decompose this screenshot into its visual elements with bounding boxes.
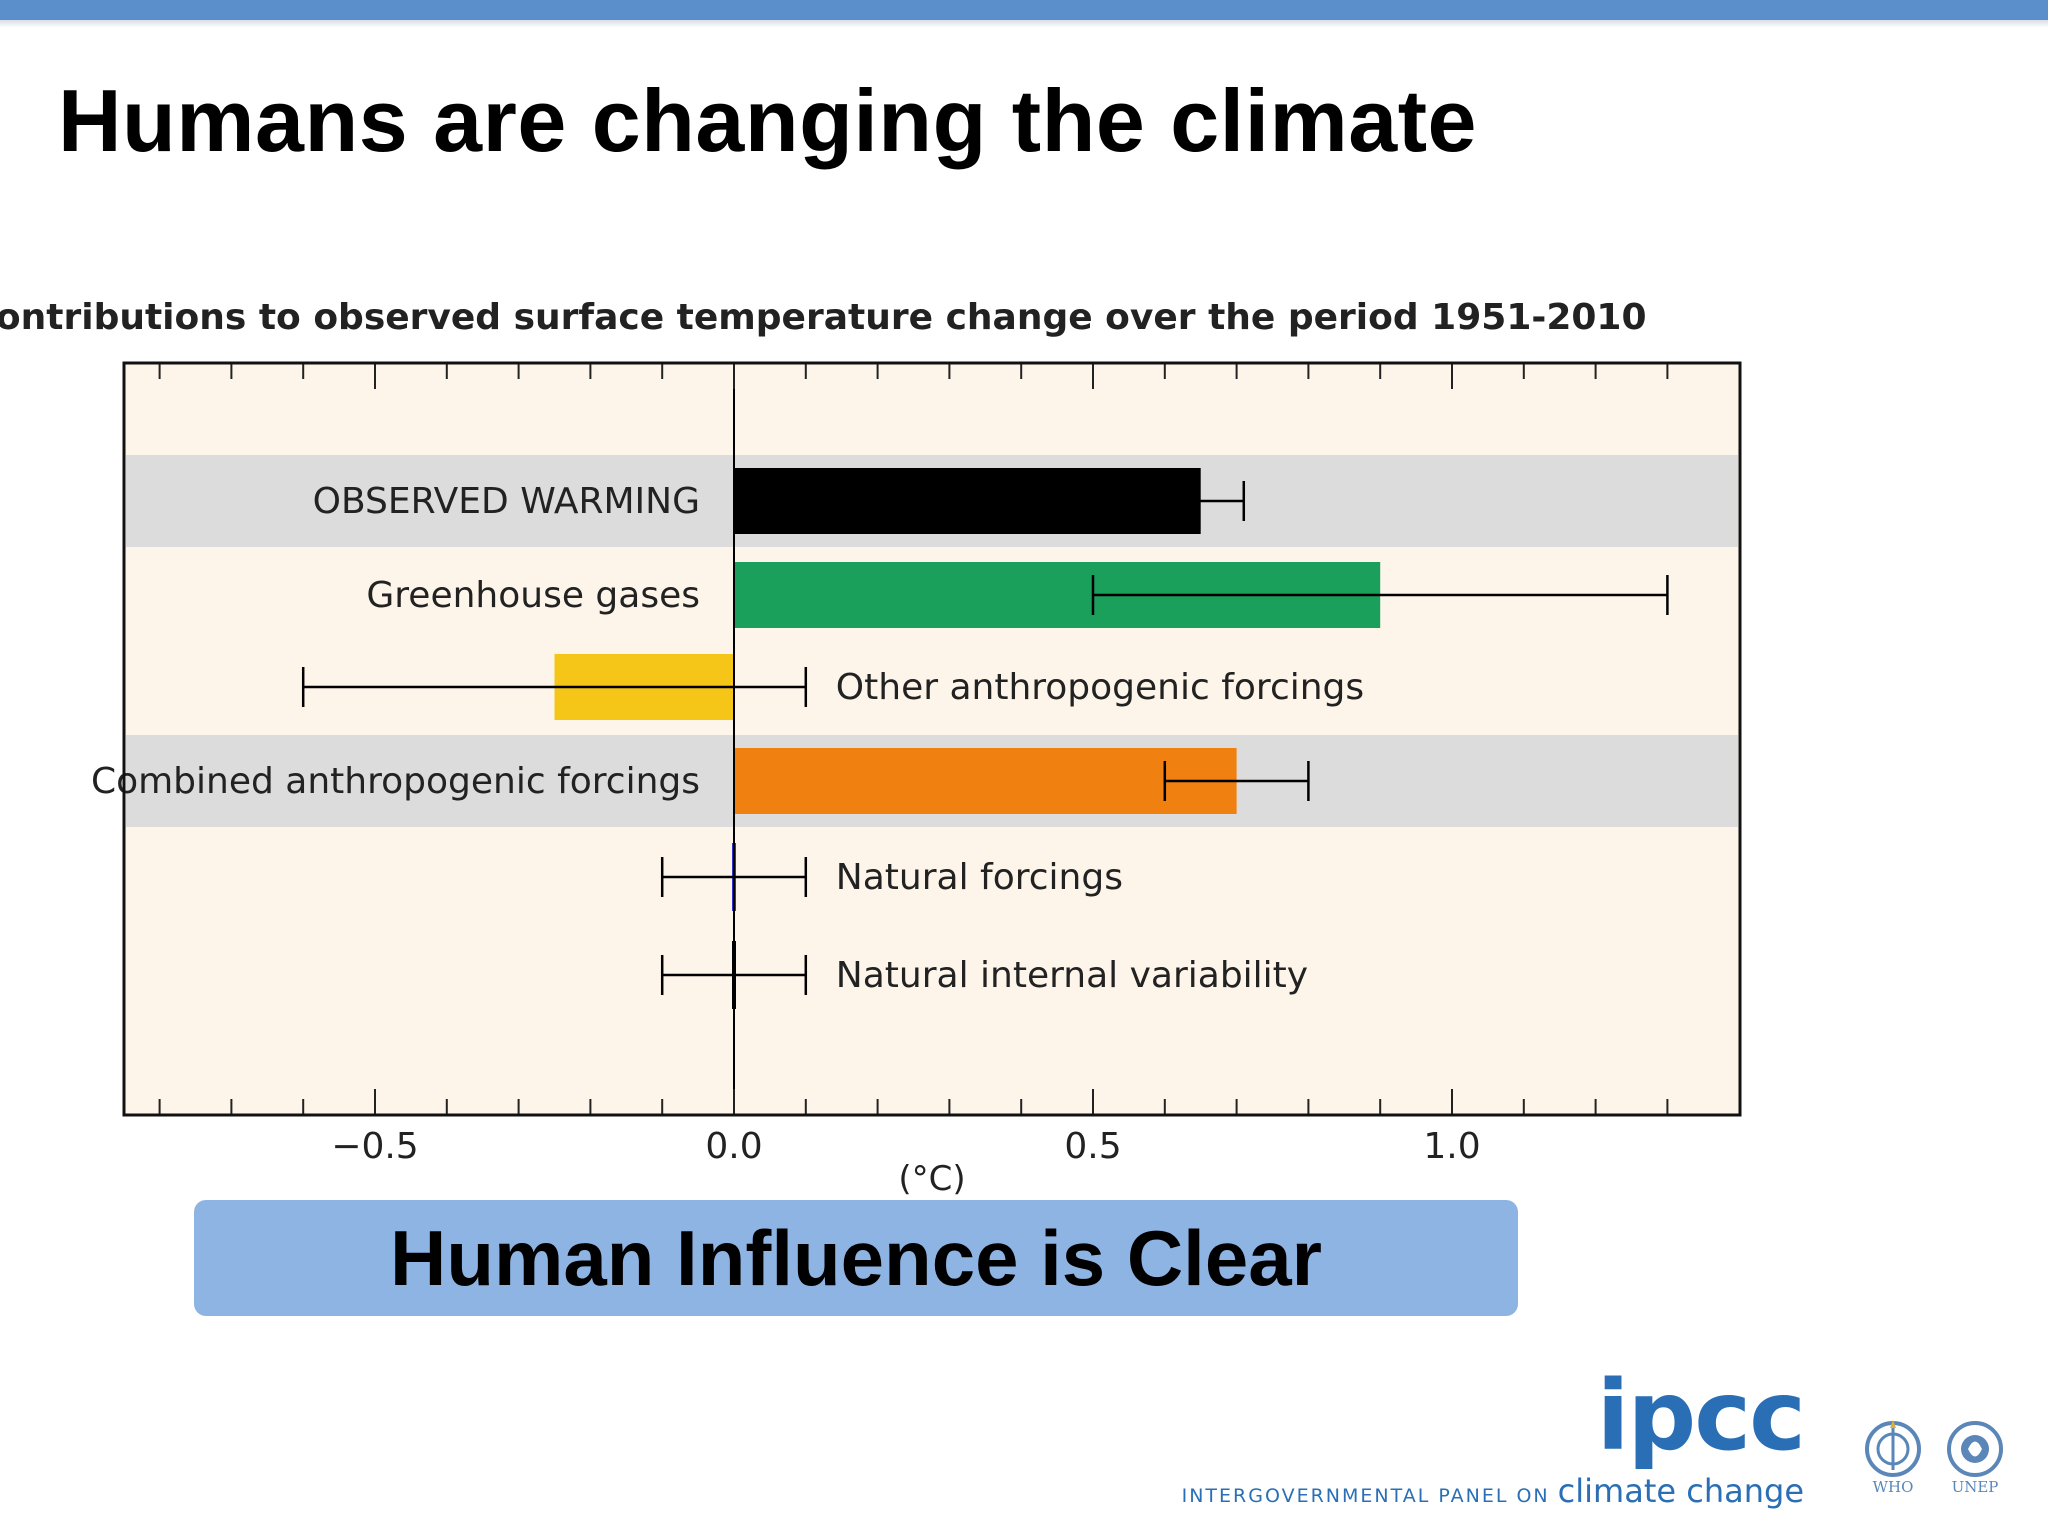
plot-frame xyxy=(122,361,1742,1117)
chart-title: Contributions to observed surface temper… xyxy=(0,297,1647,338)
chart: Contributions to observed surface temper… xyxy=(0,297,1742,1199)
bar xyxy=(734,468,1201,534)
ipcc-tagline-suffix: climate change xyxy=(1557,1472,1804,1510)
category-label: Combined anthropogenic forcings xyxy=(91,761,700,802)
unep-logo: UNEP xyxy=(1942,1420,2008,1496)
x-axis-label: (°C) xyxy=(898,1159,965,1199)
x-tick-label: 0.5 xyxy=(1064,1126,1121,1167)
category-label: Natural internal variability xyxy=(836,955,1308,996)
x-tick-label: −0.5 xyxy=(331,1126,418,1167)
unep-emblem-icon xyxy=(1947,1421,2003,1477)
x-tick-labels: −0.5 0.0 0.5 1.0 xyxy=(331,1126,1480,1167)
top-accent-shadow xyxy=(0,20,2048,28)
bars xyxy=(554,468,1381,1009)
category-label: Natural forcings xyxy=(836,857,1123,898)
who-logo: WHO xyxy=(1860,1420,1926,1496)
unep-label: UNEP xyxy=(1951,1478,1999,1496)
error-bars xyxy=(301,481,1669,995)
who-label: WHO xyxy=(1872,1478,1914,1496)
ipcc-tagline: INTERGOVERNMENTAL PANEL ON climate chang… xyxy=(1182,1472,1804,1510)
bar xyxy=(734,748,1237,814)
ipcc-tagline-prefix: INTERGOVERNMENTAL PANEL ON xyxy=(1181,1485,1550,1507)
category-labels: OBSERVED WARMING Greenhouse gases Other an… xyxy=(91,481,1364,996)
logo-area: ipcc INTERGOVERNMENTAL PANEL ON climate … xyxy=(1182,1360,2020,1520)
axis-ticks xyxy=(158,363,1669,1115)
category-label: OBSERVED WARMING xyxy=(313,481,700,522)
x-tick-label: 1.0 xyxy=(1423,1126,1480,1167)
who-emblem-icon xyxy=(1865,1420,1921,1477)
ipcc-logo: ipcc xyxy=(1596,1360,1806,1472)
category-label: Greenhouse gases xyxy=(366,575,700,616)
callout-box: Human Influence is Clear xyxy=(194,1200,1518,1316)
callout-text: Human Influence is Clear xyxy=(390,1213,1322,1302)
category-label: Other anthropogenic forcings xyxy=(836,667,1364,708)
top-accent-bar xyxy=(0,0,2048,20)
x-tick-label: 0.0 xyxy=(705,1126,762,1167)
slide-title: Humans are changing the climate xyxy=(58,71,1477,170)
